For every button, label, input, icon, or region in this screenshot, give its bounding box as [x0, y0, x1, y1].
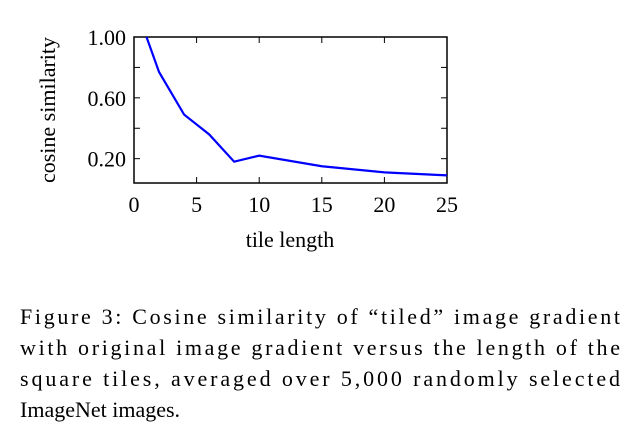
y-axis-label: cosine similarity: [35, 37, 60, 183]
x-tick-label: 0: [129, 192, 140, 217]
x-tick-label: 20: [373, 192, 395, 217]
caption-line: Figure 3: Cosine similarity of “tiled” i…: [20, 304, 620, 329]
y-tick-label: 0.20: [88, 147, 127, 172]
x-axis-label: tile length: [246, 227, 335, 252]
caption-line: square tiles, averaged over 5,000 random…: [20, 366, 620, 391]
x-tick-label: 5: [191, 192, 202, 217]
x-tick-label: 15: [311, 192, 333, 217]
axes-frame: [133, 36, 448, 184]
x-tick-label: 10: [248, 192, 270, 217]
caption-line: ImageNet images.: [20, 397, 180, 422]
y-tick-label: 1.00: [88, 25, 127, 50]
caption-line: with original image gradient versus the …: [20, 335, 620, 360]
y-tick-label: 0.60: [88, 86, 127, 111]
x-tick-label: 25: [436, 192, 458, 217]
data-line: [145, 36, 448, 177]
